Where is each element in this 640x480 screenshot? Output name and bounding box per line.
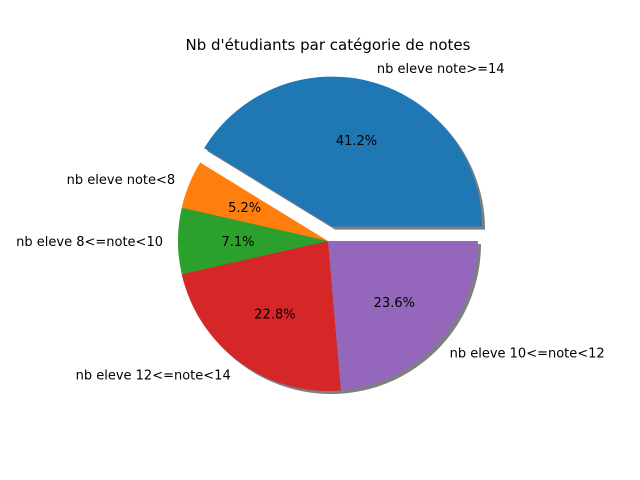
slice-nb-eleve-10-note-12 bbox=[328, 241, 478, 391]
slices bbox=[178, 76, 483, 391]
slice-label-nb-eleve-12-note-14: nb eleve 12<=note<14 bbox=[76, 368, 231, 383]
slice-nb-eleve-12-note-14 bbox=[181, 241, 341, 391]
slice-label-nb-eleve-10-note-12: nb eleve 10<=note<12 bbox=[450, 347, 605, 362]
slice-percent-nb-eleve-note-8: 5.2% bbox=[228, 201, 261, 216]
slice-nb-eleve-8-note-10 bbox=[178, 207, 328, 275]
slice-percent-nb-eleve-12-note-14: 22.8% bbox=[254, 308, 295, 323]
slice-percent-nb-eleve-note-14: 41.2% bbox=[336, 134, 377, 149]
chart-title: Nb d'étudiants par catégorie de notes bbox=[186, 36, 471, 54]
slice-nb-eleve-note-8 bbox=[181, 162, 328, 241]
slice-percent-nb-eleve-8-note-10: 7.1% bbox=[221, 235, 254, 250]
slice-label-nb-eleve-8-note-10: nb eleve 8<=note<10 bbox=[16, 235, 163, 250]
slice-label-nb-eleve-note-8: nb eleve note<8 bbox=[67, 173, 176, 188]
slice-labels: nb eleve note>=14 41.2% nb eleve note<8 5.2… bbox=[16, 62, 605, 384]
slice-label-nb-eleve-note-14: nb eleve note>=14 bbox=[377, 62, 505, 77]
slice-percent-nb-eleve-10-note-12: 23.6% bbox=[374, 296, 415, 311]
slice-nb-eleve-note-14 bbox=[204, 76, 483, 227]
